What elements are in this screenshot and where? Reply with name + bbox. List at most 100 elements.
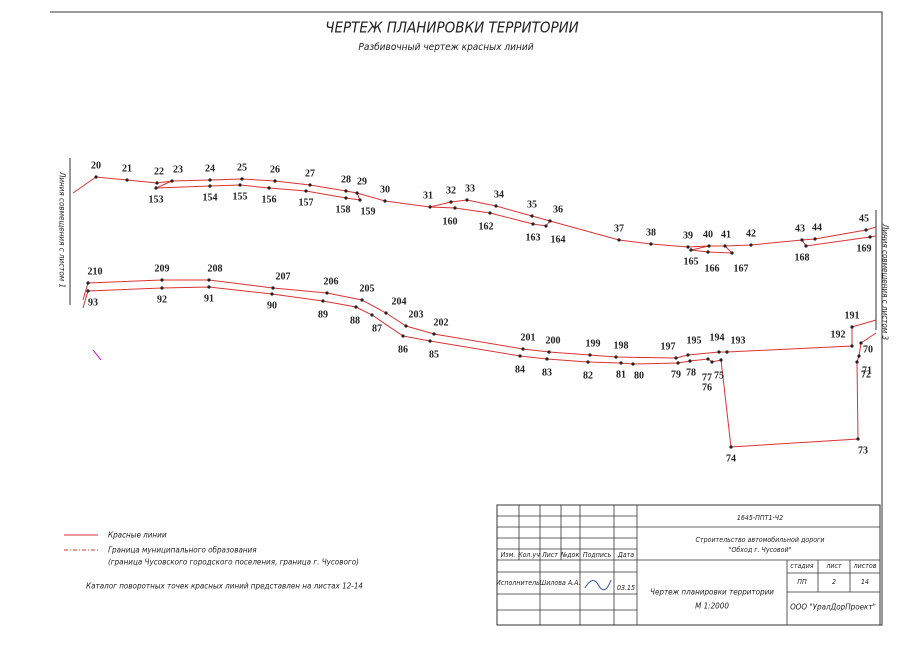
point (432, 332, 436, 336)
point (725, 350, 729, 354)
point (240, 177, 244, 181)
point (730, 251, 734, 255)
point-label: 193 (731, 335, 746, 346)
point (855, 360, 859, 364)
point (868, 235, 872, 239)
point (859, 341, 863, 345)
point (304, 189, 308, 193)
point-label: 85 (429, 349, 439, 360)
point-label: 88 (350, 315, 360, 326)
point-label: 75 (714, 370, 724, 381)
legend-text: (граница Чусовского городского поселения… (108, 558, 359, 567)
point-label: 37 (614, 223, 624, 234)
project: "Обход г. Чусовой" (729, 546, 792, 554)
point (344, 189, 348, 193)
point-label: 78 (686, 367, 696, 378)
signature (584, 579, 612, 591)
point (488, 211, 492, 215)
header: Кол.уч (518, 551, 540, 559)
point (518, 354, 522, 358)
point-label: 197 (661, 341, 676, 352)
title-block (496, 504, 881, 626)
point (325, 291, 329, 295)
point (94, 175, 98, 179)
title-block-text: 1645-ППТ1-Ч2 Строительство автомобильной… (496, 514, 877, 612)
subtitle: Разбивочный чертеж красных линий (358, 41, 533, 53)
point-label: 22 (154, 166, 164, 177)
point-label: 74 (726, 453, 736, 464)
point-label: 27 (305, 168, 315, 179)
point (719, 358, 723, 362)
point-label: 158 (336, 204, 351, 215)
point-label: 86 (398, 344, 408, 355)
point (813, 237, 817, 241)
point (238, 183, 242, 187)
header: Дата (617, 551, 634, 559)
point (494, 204, 498, 208)
point-label: 153 (149, 194, 164, 205)
point-label: 89 (318, 309, 328, 320)
point-label: 35 (527, 199, 537, 210)
point (170, 179, 174, 183)
legend-text: Граница муниципального образования (108, 546, 257, 555)
point-label: 26 (270, 164, 280, 175)
point (588, 353, 592, 357)
point-label: 87 (372, 323, 382, 334)
point-label: 39 (683, 230, 693, 241)
executor-name: Шилова А.А. (540, 579, 581, 587)
match-line: Линия совмещения с листом 1 (58, 171, 67, 288)
point (160, 286, 164, 290)
point-label: 201 (521, 332, 536, 343)
point-label: 25 (237, 162, 247, 173)
point (354, 305, 358, 309)
header: лист (825, 562, 842, 570)
red-line (82, 286, 877, 448)
point (674, 356, 678, 360)
point (531, 222, 535, 226)
point-label: 80 (634, 370, 644, 381)
point-label: 207 (276, 271, 291, 282)
point-label: 32 (446, 185, 456, 196)
red-line (155, 180, 361, 201)
frame (50, 11, 883, 626)
point (850, 344, 854, 348)
point-label: 31 (423, 190, 433, 201)
point-label: 79 (671, 369, 681, 380)
red-lines (72, 176, 877, 448)
point (530, 214, 534, 218)
point-label: 210 (88, 266, 103, 277)
point-label: 191 (845, 310, 860, 321)
point-label: 162 (479, 221, 494, 232)
point-label: 167 (734, 263, 749, 274)
point (800, 238, 804, 242)
sheet-title: Чертеж планировки территории (650, 588, 774, 597)
point-label: 159 (361, 206, 376, 217)
header: Изм. (501, 551, 516, 559)
point-label: 21 (122, 163, 132, 174)
point (465, 198, 469, 202)
point (155, 181, 159, 185)
point-label: 84 (515, 364, 525, 375)
header: Подпись (583, 551, 612, 559)
point (856, 437, 860, 441)
date: 03.15 (617, 584, 635, 592)
point-label: 41 (721, 229, 731, 240)
point (86, 289, 90, 293)
point-label: 206 (324, 276, 339, 287)
point-label: 90 (267, 300, 277, 311)
point (271, 286, 275, 290)
company: ООО "УралДорПроект" (790, 603, 876, 612)
point-label: 202 (434, 317, 449, 328)
point-label: 45 (859, 213, 869, 224)
point (689, 248, 693, 252)
stage: ПП (797, 578, 807, 586)
legend-text: Каталог поворотных точек красных линий п… (86, 582, 363, 591)
point (631, 362, 635, 366)
sheet: 2 (832, 578, 836, 586)
point-label: 156 (262, 194, 277, 205)
point-label: 77 (702, 372, 712, 383)
point (614, 355, 618, 359)
point-label: 164 (551, 234, 566, 245)
mark (92, 349, 102, 361)
